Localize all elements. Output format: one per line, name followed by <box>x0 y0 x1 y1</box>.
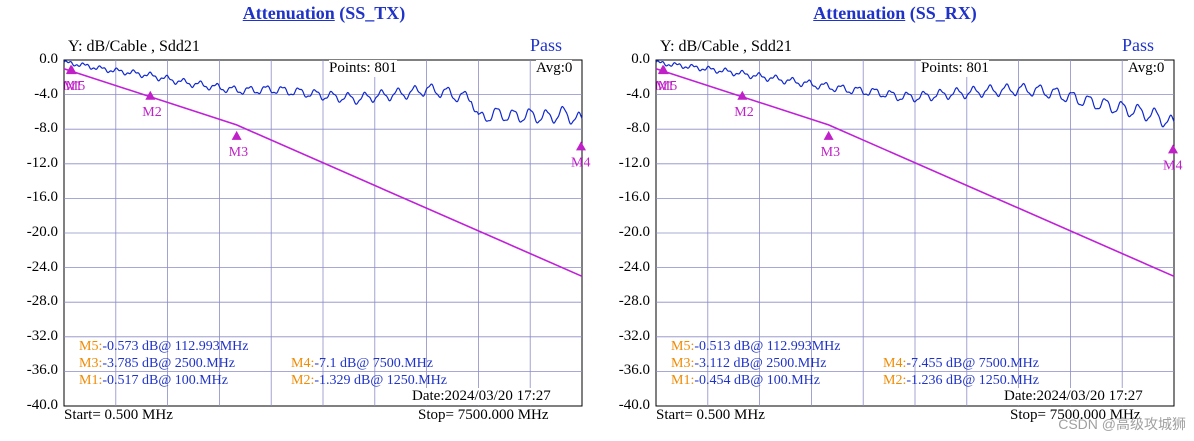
marker-label-m2: M2 <box>142 105 161 120</box>
y-tick-label: -36.0 <box>26 362 58 379</box>
y-tick-label: -12.0 <box>26 154 58 171</box>
y-tick-label: -28.0 <box>618 293 650 310</box>
avg-label: Avg:0 <box>1128 60 1165 77</box>
marker-value: -0.513 dB@ 112.993MHz <box>694 339 841 354</box>
measured-trace <box>63 60 583 125</box>
y-tick-label: -20.0 <box>618 224 650 240</box>
marker-value: -3.785 dB@ 2500.MHz <box>102 356 236 371</box>
y-tick-label: -40.0 <box>26 397 58 413</box>
marker-row-m2: M2:-1.329 dB@ 1250.MHz <box>291 373 447 389</box>
marker-name: M3: <box>671 356 695 371</box>
marker-name: M5: <box>671 339 695 354</box>
start-label: Start= 0.500 MHz <box>64 407 173 423</box>
points-label: Points: 801 <box>329 60 397 77</box>
date-label: Date:2024/03/20 17:27 <box>1004 388 1143 405</box>
y-tick-label: -40.0 <box>618 397 650 413</box>
y-tick-label: -8.0 <box>626 120 650 137</box>
marker-label-m4: M4 <box>1163 158 1182 173</box>
marker-value: -0.517 dB@ 100.MHz <box>102 373 229 388</box>
measured-trace <box>655 60 1175 128</box>
marker-row-m3: M3:-3.785 dB@ 2500.MHz <box>79 356 235 372</box>
y-tick-label: -12.0 <box>618 154 650 171</box>
marker-triangle-m3 <box>231 130 242 140</box>
y-axis-label: Y: dB/Cable , Sdd21 <box>660 38 792 55</box>
y-tick-label: 0.0 <box>631 51 650 67</box>
y-tick-label: -20.0 <box>26 224 58 240</box>
stop-label: Stop= 7500.000 MHz <box>1010 407 1141 423</box>
marker-name: M1: <box>79 373 103 388</box>
chart-panel-tx: Attenuation (SS_TX) Y: dB/Cable , Sdd21 … <box>26 3 591 423</box>
marker-label-m3: M3 <box>821 145 840 160</box>
marker-row-m4: M4:-7.455 dB@ 7500.MHz <box>883 356 1039 372</box>
marker-triangle-m4 <box>576 141 586 151</box>
y-axis-label: Y: dB/Cable , Sdd21 <box>68 38 200 55</box>
watermark: CSDN @高级攻城狮 <box>1058 416 1186 432</box>
marker-label-m4: M4 <box>571 155 590 170</box>
y-tick-label: -16.0 <box>26 189 58 206</box>
marker-value: -1.236 dB@ 1250.MHz <box>906 373 1040 388</box>
marker-label-m1: M1 <box>63 79 82 94</box>
limit-line <box>63 67 583 278</box>
marker-row-m1: M1:-0.517 dB@ 100.MHz <box>79 373 228 389</box>
y-tick-label: -4.0 <box>626 85 650 102</box>
start-label: Start= 0.500 MHz <box>656 407 765 423</box>
marker-name: M5: <box>79 339 103 354</box>
chart-title-sub: (SS_RX) <box>909 3 977 23</box>
y-tick-label: -24.0 <box>26 258 58 275</box>
y-tick-label: -24.0 <box>618 258 650 275</box>
marker-value: -7.455 dB@ 7500.MHz <box>906 356 1040 371</box>
marker-name: M2: <box>291 373 315 388</box>
marker-label-m3: M3 <box>229 145 248 160</box>
y-tick-label: -4.0 <box>34 85 58 102</box>
y-tick-label: -28.0 <box>26 293 58 310</box>
marker-row-m2: M2:-1.236 dB@ 1250.MHz <box>883 373 1039 389</box>
marker-triangle-m2 <box>145 90 156 100</box>
marker-label-m1: M1 <box>655 79 674 94</box>
marker-triangle-m1 <box>65 64 76 74</box>
marker-label-m5: M5 <box>66 79 85 94</box>
marker-triangle-m2 <box>737 90 748 100</box>
marker-value: -1.329 dB@ 1250.MHz <box>314 373 448 388</box>
limit-line <box>655 67 1175 278</box>
chart-title-main: Attenuation <box>242 3 335 23</box>
date-label: Date:2024/03/20 17:27 <box>412 388 551 405</box>
chart-title: Attenuation (SS_RX) <box>571 3 1194 24</box>
marker-row-m5: M5:-0.513 dB@ 112.993MHz <box>671 339 841 355</box>
marker-value: -7.1 dB@ 7500.MHz <box>314 356 434 371</box>
marker-name: M2: <box>883 373 907 388</box>
y-tick-label: -8.0 <box>34 120 58 137</box>
y-tick-label: -32.0 <box>26 327 58 344</box>
marker-name: M4: <box>291 356 315 371</box>
y-tick-label: -36.0 <box>618 362 650 379</box>
marker-row-m3: M3:-3.112 dB@ 2500.MHz <box>671 356 827 372</box>
y-tick-label: -16.0 <box>618 189 650 206</box>
chart-title-main: Attenuation <box>813 3 906 23</box>
marker-triangle-m3 <box>823 130 834 140</box>
marker-name: M4: <box>883 356 907 371</box>
chart-title: Attenuation (SS_TX) <box>0 3 648 24</box>
marker-label-m2: M2 <box>734 105 753 120</box>
marker-row-m5: M5:-0.573 dB@ 112.993MHz <box>79 339 249 355</box>
chart-title-sub: (SS_TX) <box>339 3 406 23</box>
marker-row-m1: M1:-0.454 dB@ 100.MHz <box>671 373 820 389</box>
marker-triangle-m4 <box>1168 144 1178 154</box>
stop-label: Stop= 7500.000 MHz <box>418 407 549 423</box>
chart-panel-rx: Attenuation (SS_RX) Y: dB/Cable , Sdd21 … <box>597 0 1194 441</box>
marker-name: M3: <box>79 356 103 371</box>
marker-label-m5: M5 <box>658 79 677 94</box>
marker-value: -0.573 dB@ 112.993MHz <box>102 339 249 354</box>
avg-label: Avg:0 <box>536 60 573 77</box>
marker-name: M1: <box>671 373 695 388</box>
marker-row-m4: M4:-7.1 dB@ 7500.MHz <box>291 356 433 372</box>
y-tick-label: -32.0 <box>618 327 650 344</box>
marker-value: -3.112 dB@ 2500.MHz <box>694 356 827 371</box>
marker-value: -0.454 dB@ 100.MHz <box>694 373 821 388</box>
marker-triangle-m1 <box>657 64 668 74</box>
points-label: Points: 801 <box>921 60 989 77</box>
y-tick-label: 0.0 <box>39 51 58 67</box>
pass-status: Pass <box>1122 35 1155 55</box>
pass-status: Pass <box>530 35 563 55</box>
